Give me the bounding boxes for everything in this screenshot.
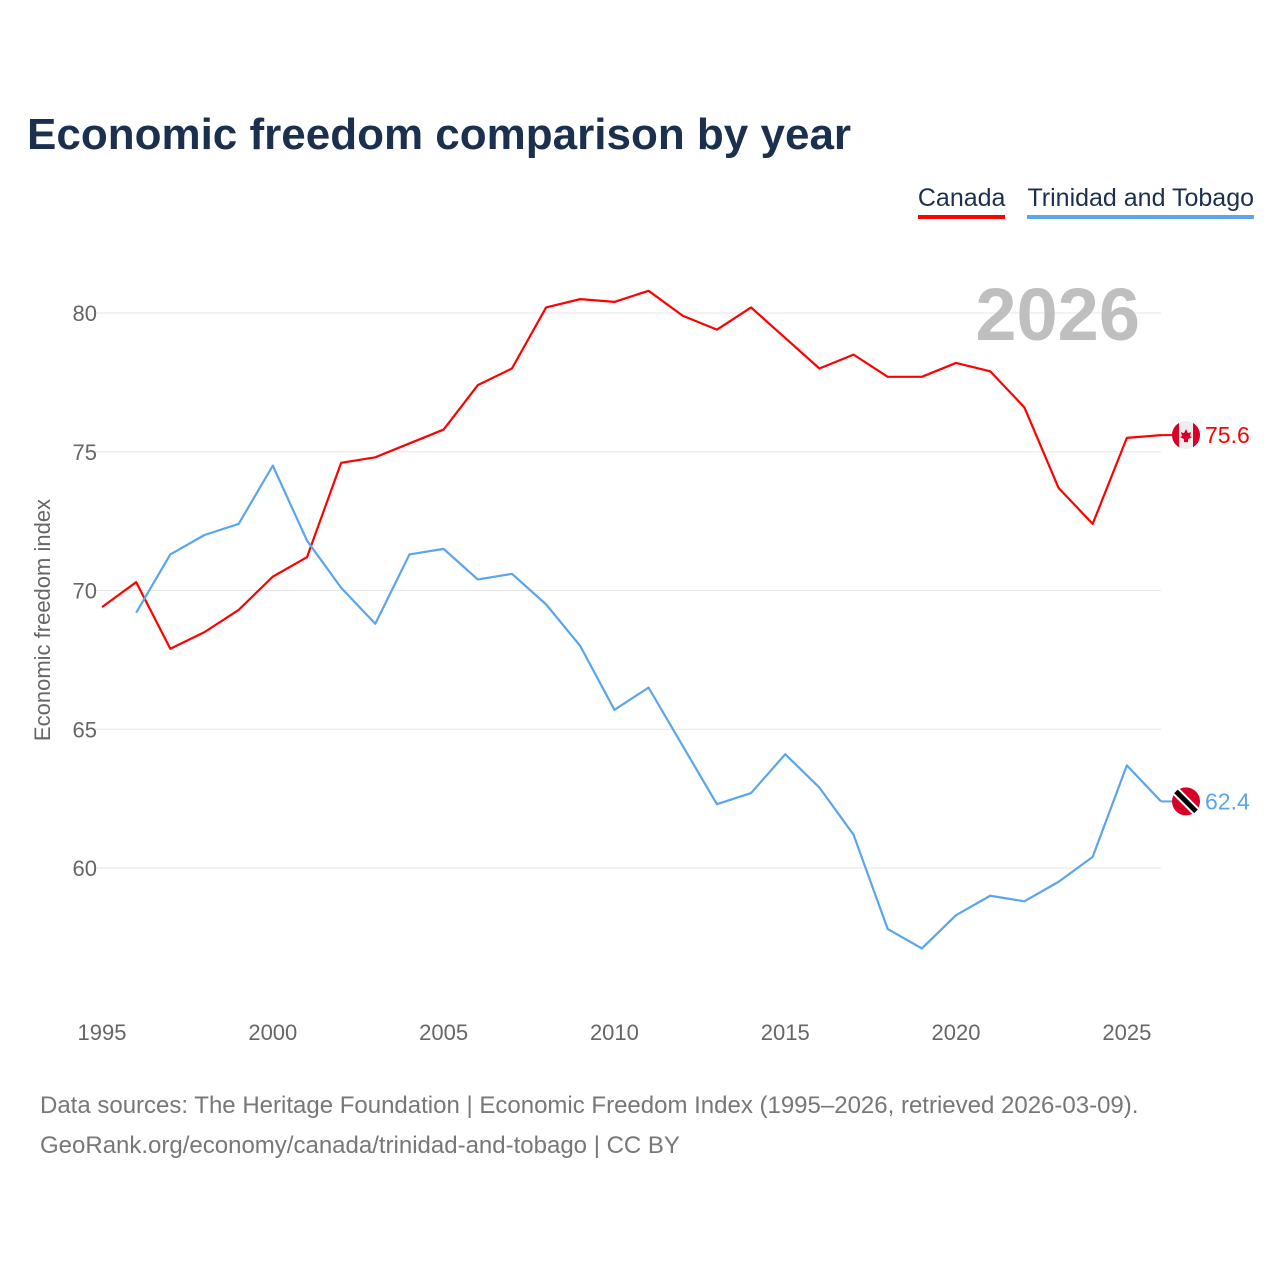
- x-tick-label: 2020: [932, 1020, 981, 1045]
- series-line-trinidad: [135, 464, 1162, 950]
- y-tick-label: 65: [73, 717, 97, 742]
- data-sources: Data sources: The Heritage Foundation | …: [40, 1092, 1139, 1119]
- source-link[interactable]: GeoRank.org/economy/canada/trinidad-and-…: [40, 1132, 680, 1159]
- maple-leaf-icon: [1180, 429, 1192, 443]
- x-tick-label: 2000: [248, 1020, 297, 1045]
- x-tick-label: 2025: [1102, 1020, 1151, 1045]
- chart-title: Economic freedom comparison by year: [27, 110, 852, 159]
- x-tick-label: 2010: [590, 1020, 639, 1045]
- flag-band: [1193, 423, 1200, 448]
- end-value-label: 62.4: [1205, 788, 1250, 814]
- series-line-canada: [101, 289, 1162, 650]
- y-tick-label: 80: [73, 301, 97, 326]
- y-tick-label: 75: [73, 440, 97, 465]
- y-tick-label: 60: [73, 856, 97, 881]
- x-tick-label: 2015: [761, 1020, 810, 1045]
- legend: Canada Trinidad and Tobago: [917, 184, 1254, 219]
- legend-trinidad[interactable]: Trinidad and Tobago: [1027, 184, 1254, 219]
- year-watermark: 2026: [975, 273, 1140, 356]
- flag-stripe: [1174, 789, 1198, 814]
- x-tick-label: 1995: [78, 1020, 127, 1045]
- flag-band: [1172, 423, 1179, 448]
- footer: Data sources: The Heritage Foundation | …: [40, 1086, 1138, 1166]
- end-value-label: 75.6: [1205, 422, 1250, 448]
- legend-canada[interactable]: Canada: [917, 184, 1006, 219]
- x-tick-label: 2005: [419, 1020, 468, 1045]
- y-tick-label: 70: [73, 579, 97, 604]
- y-axis-label: Economic freedom index: [30, 499, 55, 741]
